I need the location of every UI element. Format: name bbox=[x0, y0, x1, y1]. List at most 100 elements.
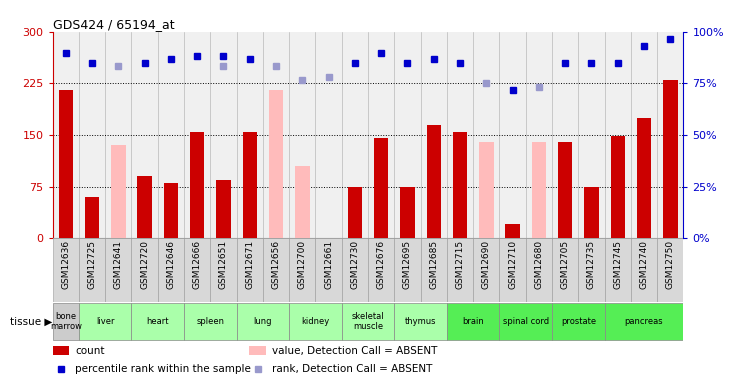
Text: GSM12651: GSM12651 bbox=[219, 240, 228, 289]
FancyBboxPatch shape bbox=[237, 303, 289, 340]
Text: tissue ▶: tissue ▶ bbox=[10, 316, 52, 327]
Bar bbox=[368, 238, 394, 302]
Text: lung: lung bbox=[254, 317, 272, 326]
Text: GSM12646: GSM12646 bbox=[167, 240, 175, 289]
Bar bbox=[401, 187, 414, 238]
Text: GSM12636: GSM12636 bbox=[61, 240, 70, 289]
Text: liver: liver bbox=[96, 317, 115, 326]
Bar bbox=[295, 166, 309, 238]
Text: skeletal
muscle: skeletal muscle bbox=[352, 312, 385, 331]
Bar bbox=[137, 176, 152, 238]
Bar bbox=[79, 238, 105, 302]
Bar bbox=[374, 138, 388, 238]
FancyBboxPatch shape bbox=[447, 303, 499, 340]
Bar bbox=[263, 238, 289, 302]
Bar bbox=[663, 80, 678, 238]
Bar bbox=[584, 187, 599, 238]
Bar bbox=[342, 238, 368, 302]
Bar bbox=[111, 146, 126, 238]
Bar bbox=[211, 238, 237, 302]
Bar bbox=[605, 238, 631, 302]
Bar bbox=[631, 238, 657, 302]
Bar bbox=[526, 238, 552, 302]
Bar bbox=[85, 197, 99, 238]
Bar bbox=[243, 132, 257, 238]
Text: prostate: prostate bbox=[561, 317, 596, 326]
Bar bbox=[447, 238, 473, 302]
Bar bbox=[164, 183, 178, 238]
Bar bbox=[657, 238, 683, 302]
Text: GSM12710: GSM12710 bbox=[508, 240, 517, 289]
Text: rank, Detection Call = ABSENT: rank, Detection Call = ABSENT bbox=[272, 364, 432, 374]
FancyBboxPatch shape bbox=[184, 303, 237, 340]
Bar bbox=[249, 346, 266, 355]
FancyBboxPatch shape bbox=[499, 303, 552, 340]
Text: GSM12671: GSM12671 bbox=[246, 240, 254, 289]
Bar bbox=[427, 124, 441, 238]
Text: heart: heart bbox=[146, 317, 169, 326]
Text: kidney: kidney bbox=[301, 317, 330, 326]
Text: GSM12695: GSM12695 bbox=[403, 240, 412, 289]
Text: spleen: spleen bbox=[197, 317, 224, 326]
FancyBboxPatch shape bbox=[79, 303, 132, 340]
Bar bbox=[348, 187, 362, 238]
FancyBboxPatch shape bbox=[132, 303, 184, 340]
Text: thymus: thymus bbox=[405, 317, 436, 326]
Bar bbox=[53, 346, 69, 355]
Text: GSM12666: GSM12666 bbox=[193, 240, 202, 289]
Text: GSM12680: GSM12680 bbox=[534, 240, 543, 289]
Text: GSM12676: GSM12676 bbox=[376, 240, 386, 289]
Bar bbox=[216, 180, 231, 238]
FancyBboxPatch shape bbox=[53, 303, 79, 340]
Text: GSM12735: GSM12735 bbox=[587, 240, 596, 289]
FancyBboxPatch shape bbox=[552, 303, 605, 340]
Bar bbox=[53, 238, 79, 302]
Bar bbox=[610, 136, 625, 238]
Bar bbox=[237, 238, 263, 302]
Bar bbox=[499, 238, 526, 302]
Bar bbox=[637, 118, 651, 238]
Bar bbox=[479, 142, 493, 238]
FancyBboxPatch shape bbox=[342, 303, 394, 340]
Bar bbox=[558, 142, 572, 238]
Bar bbox=[473, 238, 499, 302]
Text: GSM12745: GSM12745 bbox=[613, 240, 622, 289]
Text: GSM12730: GSM12730 bbox=[350, 240, 360, 289]
Bar bbox=[132, 238, 158, 302]
Text: GSM12685: GSM12685 bbox=[429, 240, 439, 289]
Bar bbox=[158, 238, 184, 302]
Text: GSM12661: GSM12661 bbox=[324, 240, 333, 289]
Text: percentile rank within the sample: percentile rank within the sample bbox=[75, 364, 251, 374]
Bar bbox=[289, 238, 316, 302]
FancyBboxPatch shape bbox=[394, 303, 447, 340]
Bar bbox=[394, 238, 420, 302]
Text: GSM12720: GSM12720 bbox=[140, 240, 149, 289]
Text: GSM12700: GSM12700 bbox=[298, 240, 307, 289]
Bar bbox=[505, 224, 520, 238]
Bar bbox=[190, 132, 205, 238]
Text: GDS424 / 65194_at: GDS424 / 65194_at bbox=[53, 18, 174, 31]
Bar bbox=[420, 238, 447, 302]
Text: GSM12740: GSM12740 bbox=[640, 240, 648, 289]
Bar bbox=[105, 238, 132, 302]
Bar bbox=[531, 142, 546, 238]
Bar bbox=[578, 238, 605, 302]
Text: brain: brain bbox=[462, 317, 484, 326]
FancyBboxPatch shape bbox=[289, 303, 342, 340]
Text: GSM12690: GSM12690 bbox=[482, 240, 491, 289]
FancyBboxPatch shape bbox=[605, 303, 683, 340]
Text: count: count bbox=[75, 346, 105, 356]
Bar bbox=[452, 132, 467, 238]
Bar bbox=[184, 238, 211, 302]
Text: GSM12750: GSM12750 bbox=[666, 240, 675, 289]
Bar bbox=[552, 238, 578, 302]
Bar bbox=[316, 238, 342, 302]
Bar bbox=[269, 90, 284, 238]
Text: GSM12656: GSM12656 bbox=[271, 240, 281, 289]
Bar bbox=[58, 90, 73, 238]
Text: GSM12641: GSM12641 bbox=[114, 240, 123, 289]
Text: GSM12705: GSM12705 bbox=[561, 240, 569, 289]
Text: GSM12715: GSM12715 bbox=[455, 240, 465, 289]
Text: GSM12725: GSM12725 bbox=[88, 240, 96, 289]
Text: value, Detection Call = ABSENT: value, Detection Call = ABSENT bbox=[272, 346, 437, 356]
